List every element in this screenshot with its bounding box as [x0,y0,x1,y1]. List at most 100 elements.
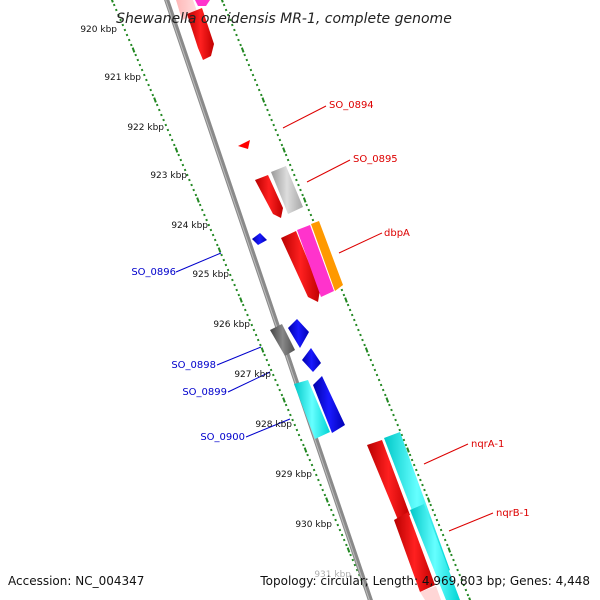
scale-dot [458,573,461,577]
scale-dot [235,288,238,292]
scale-dot [220,253,223,257]
scale-dot [265,358,269,362]
scale-dot [194,193,198,197]
scale-dot [158,108,161,112]
scale-dot [229,273,232,277]
kbp-label: 921 kbp [104,73,141,83]
scale-dot [216,243,219,247]
scale-major-tick [282,147,286,153]
gene-label-so0900[interactable]: SO_0900 [200,432,245,443]
gene-label-dbpa[interactable]: dbpA [384,228,410,239]
gene-arrow-red-top [187,8,214,60]
gene-label-so0895[interactable]: SO_0895 [353,154,398,165]
scale-major-tick [426,497,431,503]
scale-dot [188,178,191,182]
scale-dot [396,423,399,427]
scale-dot [284,153,288,157]
scale-track-left [110,0,372,600]
scale-dot [466,593,470,597]
scale-dot [276,133,280,137]
scale-dot [190,183,193,187]
scale-dot [305,203,308,207]
scale-dot [433,513,437,517]
scale-dot [224,8,228,12]
scale-dot [392,413,395,417]
scale-dot [412,463,416,467]
scale-dot [377,378,381,382]
scale-dot [408,453,412,457]
scale-dot [312,468,316,472]
scale-dot [355,323,358,327]
gene-label-so0894[interactable]: SO_0894 [329,100,374,111]
scale-dot [245,58,249,62]
scale-dot [431,508,435,512]
scale-dot [226,268,230,272]
scale-dot [373,368,377,372]
scale-dot [441,533,445,537]
gene-arrow-magenta-dbpa [297,225,334,297]
scale-dot [357,328,360,332]
scale-dot [289,413,292,417]
scale-major-tick [220,0,224,3]
kbp-label: 924 kbp [171,221,208,231]
scale-dot [367,353,370,357]
scale-dot [255,83,259,87]
gene-label-nqrb1[interactable]: nqrB-1 [496,508,530,519]
scale-dot [340,288,344,292]
scale-dot [394,418,397,422]
scale-dot [417,473,420,477]
scale-dot [302,443,305,447]
scale-dot [235,33,238,37]
scale-dot [257,88,261,92]
scale-dot [117,13,120,17]
scale-dot [112,3,116,7]
gene-arrow-cyan-nqrb [410,504,460,600]
kbp-label: 920 kbp [80,25,117,35]
scale-dot [170,138,174,142]
scale-dot [435,518,439,522]
scale-dot [272,123,275,127]
gene-label-so0899[interactable]: SO_0899 [182,387,227,398]
scale-dot [276,383,279,387]
scale-dot [269,368,273,372]
scale-dot [410,458,414,462]
scale-track-right [220,0,472,600]
scale-dot [251,73,255,77]
scale-dot [404,443,408,447]
scale-dot [384,393,387,397]
scale-major-tick [302,197,307,203]
scale-dot [207,223,211,227]
gene-arrow-blue-so0896 [252,233,267,245]
scale-dot [229,18,232,22]
scale-dot [201,208,204,212]
gene-label-so0896[interactable]: SO_0896 [131,267,176,278]
gene-label-so0898[interactable]: SO_0898 [171,360,216,371]
scale-dot [147,83,150,87]
gene-arrow-red-so0895 [255,175,283,218]
scale-dot [231,278,234,282]
gene-arrow-blue-so0900 [313,376,345,433]
kbp-label: 929 kbp [275,470,312,480]
gene-arrow-blue-so0898 [288,319,309,348]
scale-dot [462,583,466,587]
gene-label-nqra1[interactable]: nqrA-1 [471,439,504,450]
scale-dot [327,503,331,507]
scale-dot [256,338,260,342]
scale-dot [239,43,242,47]
scale-dot [338,528,342,532]
scale-dot [125,33,129,37]
scale-dot [311,218,315,222]
scale-dot [351,558,355,562]
scale-dot [419,478,422,482]
scale-dot [317,478,320,482]
scale-dot [390,408,393,412]
scale-dot [247,63,251,67]
scale-dot [291,418,294,422]
scale-major-tick [468,597,472,600]
scale-dot [272,373,275,377]
scale-dot [330,508,333,512]
label-leaders [175,105,494,532]
scale-dot [253,78,257,82]
scale-dot [233,28,236,32]
scale-dot [310,463,314,467]
